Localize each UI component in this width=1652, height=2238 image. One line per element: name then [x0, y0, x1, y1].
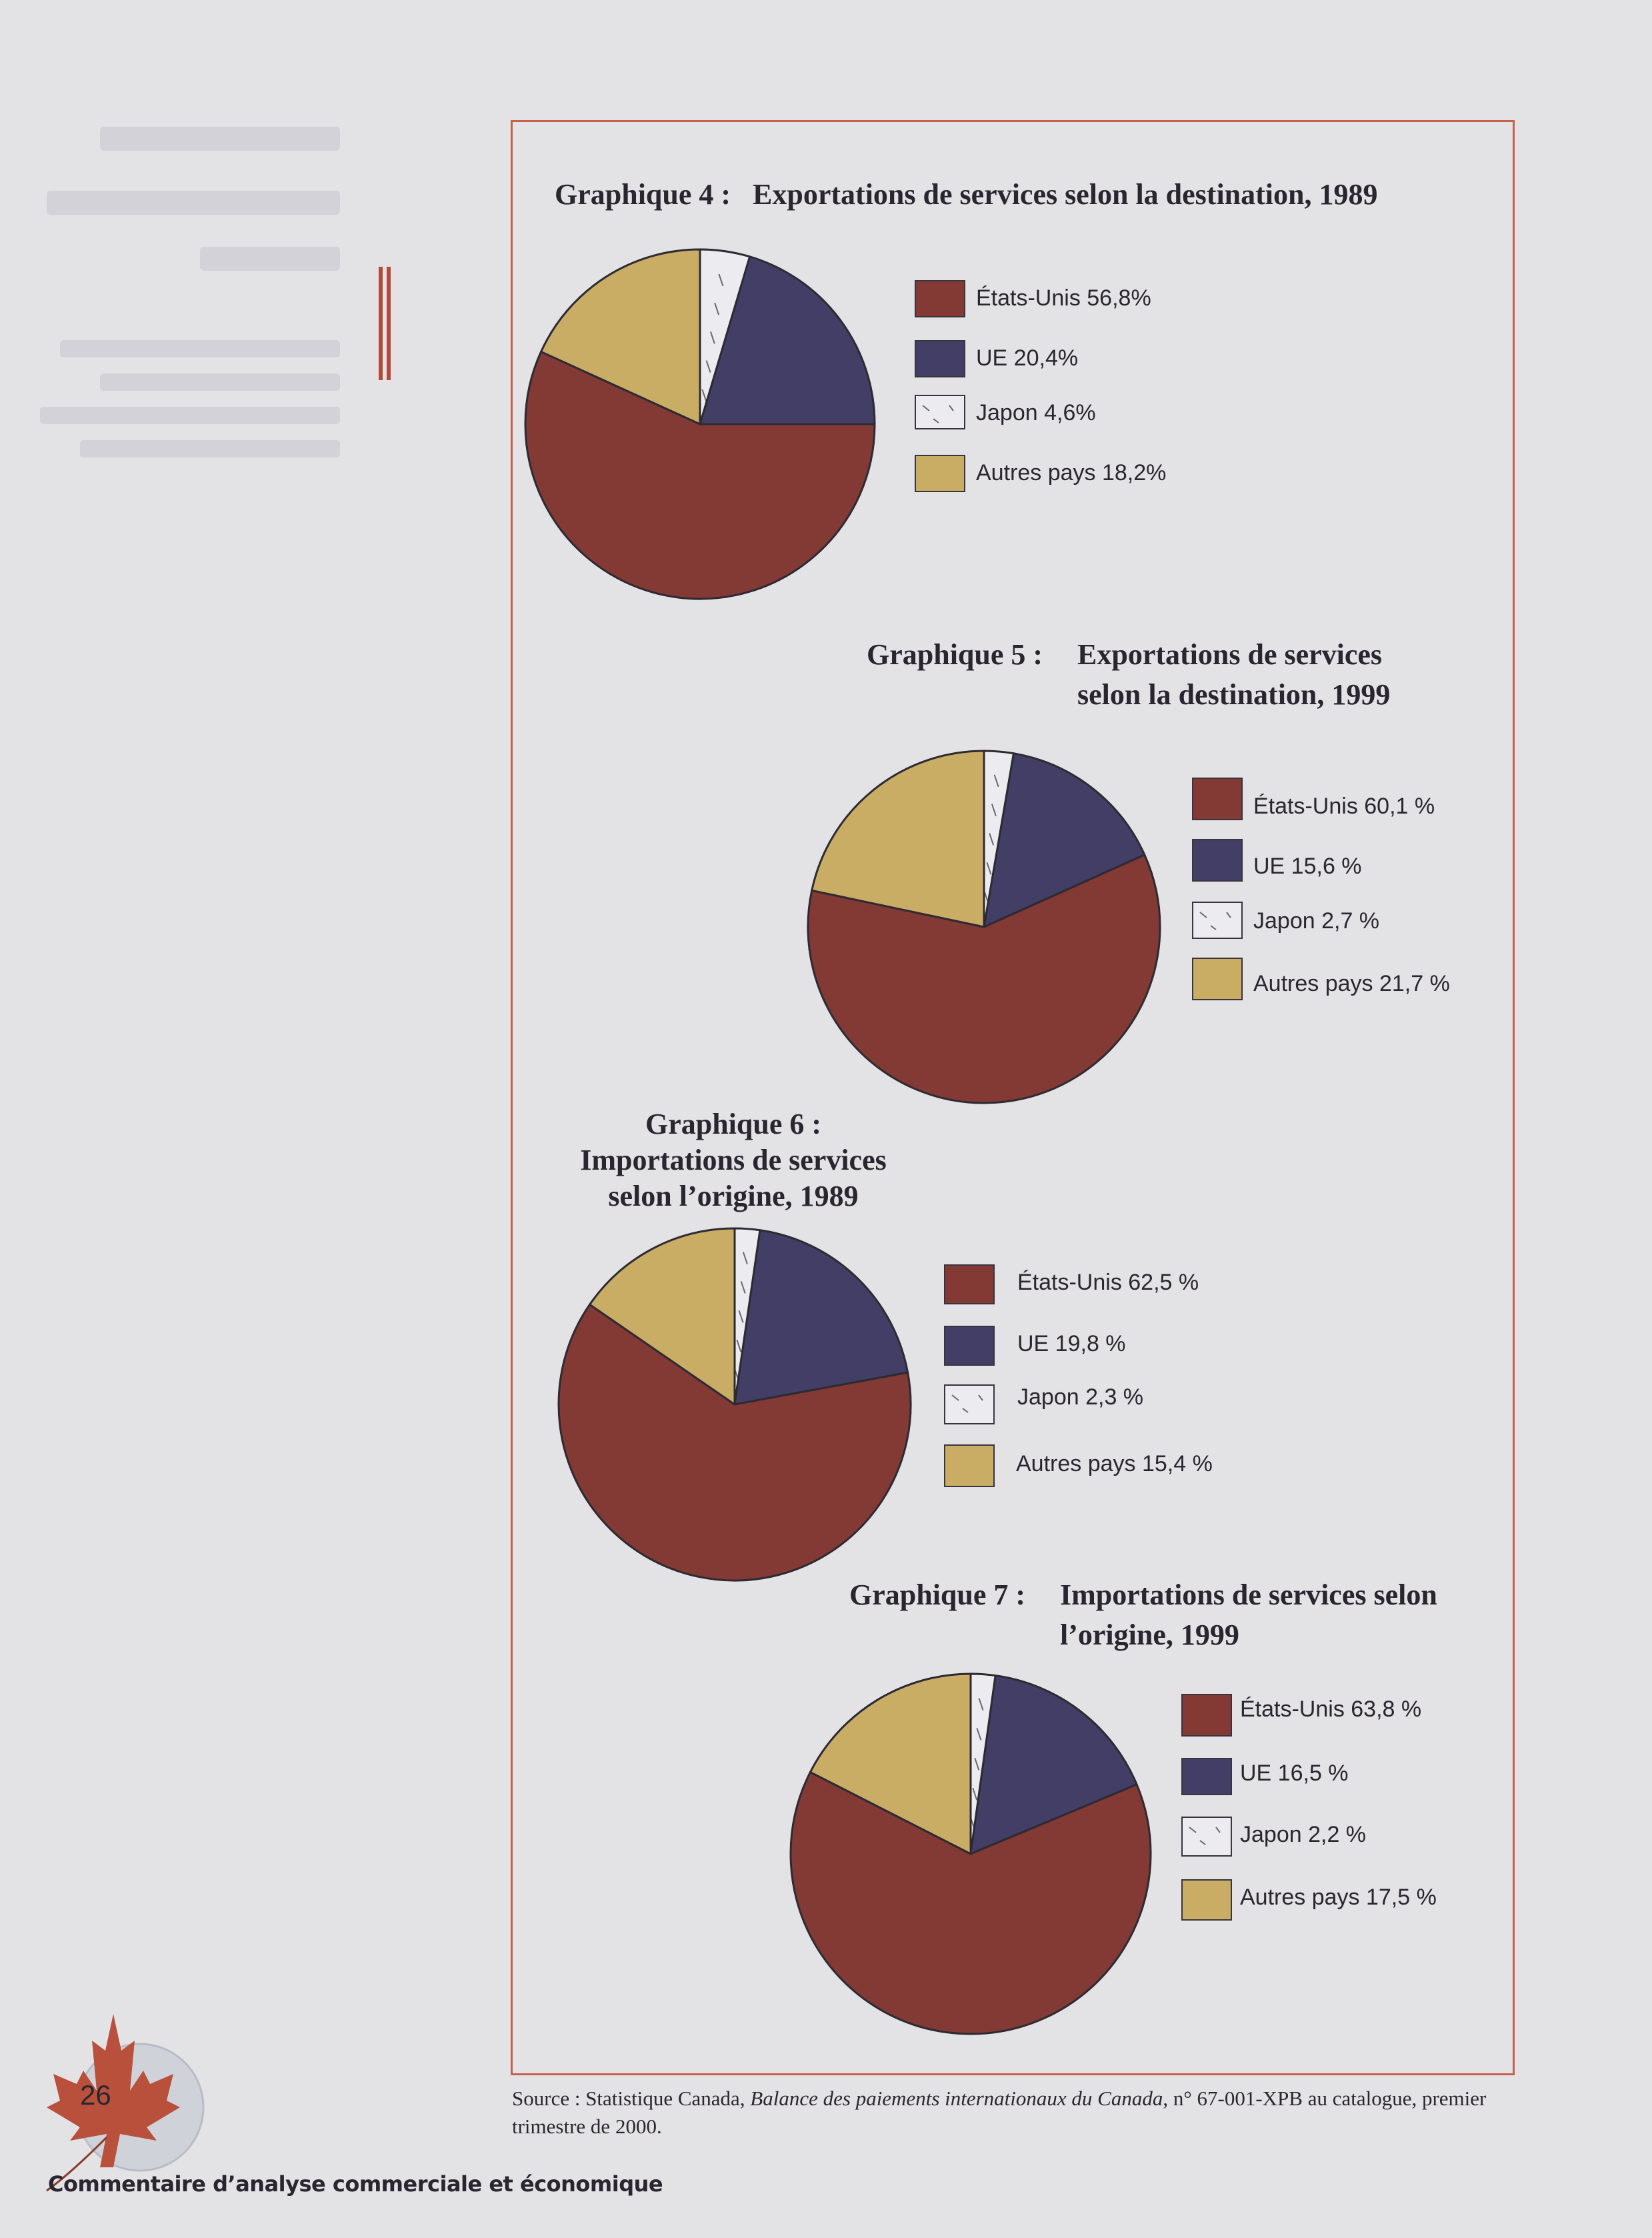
chart-6-title-line-2: selon l’origine, 1989	[608, 1180, 859, 1212]
swatch-japon	[1181, 1817, 1232, 1857]
pie-slice-autres	[809, 1672, 972, 1855]
swatch-ue	[1192, 839, 1243, 882]
swatch-etats-unis	[944, 1264, 995, 1304]
japon-hatch-mark	[714, 302, 720, 315]
swatch-autres	[915, 455, 965, 492]
swatch-ue	[1181, 1758, 1232, 1795]
swatch-etats-unis	[1181, 1694, 1232, 1737]
japon-hatch-mark	[972, 1787, 978, 1801]
swatch-autres	[944, 1444, 995, 1487]
swatch-japon	[1192, 902, 1243, 939]
pie-slice-etats-unis	[789, 1771, 1152, 2035]
legend-label: UE 19,8 %	[1017, 1331, 1126, 1356]
japon-hatch-mark	[701, 389, 707, 402]
pie-slice-autres	[540, 248, 701, 425]
japon-hatch-mark	[709, 331, 715, 344]
pie-slice-ue	[699, 255, 876, 425]
chart-7-title-line-1: Importations de services selon	[1060, 1578, 1437, 1611]
chart-5-legend: États-Unis 60,1 % UE 15,6 % Japon 2,7 % …	[1192, 778, 1499, 1004]
legend-label: UE 20,4%	[976, 345, 1079, 371]
legend-label: États-Unis 63,8 %	[1240, 1697, 1422, 1722]
chart-5-title: Graphique 5 : Exportations de services s…	[867, 635, 1390, 711]
swatch-etats-unis	[1192, 778, 1243, 820]
legend-label: États-Unis 56,8%	[976, 285, 1151, 311]
legend-label: Japon 2,3 %	[1017, 1384, 1144, 1410]
source-note: Source : Statistique Canada, Balance des…	[512, 2085, 1512, 2141]
legend-label: Autres pays 15,4 %	[1016, 1451, 1213, 1476]
source-suffix: , n° 67-001-XPB au catalogue, premier tr…	[512, 2087, 1487, 2138]
chart-4-title: Graphique 4 : Exportations de services s…	[555, 178, 1378, 211]
swatch-etats-unis	[915, 280, 965, 317]
japon-hatch-mark	[718, 273, 724, 287]
chart-5-pie	[807, 750, 1161, 1104]
swatch-autres	[1192, 958, 1243, 1000]
swatch-japon	[944, 1384, 995, 1424]
japon-hatch-mark	[974, 1758, 980, 1771]
legend-label: Japon 4,6%	[976, 400, 1096, 425]
legend-label: Autres pays 17,5 %	[1240, 1885, 1437, 1910]
chart-5-title-line-1: Exportations de services	[1077, 638, 1383, 671]
pie-slice-ue	[969, 1674, 1138, 1855]
pie-slice-ue	[733, 1229, 909, 1406]
chart-4-pie	[524, 248, 876, 600]
legend-label: Autres pays 21,7 %	[1253, 971, 1450, 996]
swatch-japon	[915, 395, 965, 429]
legend-label: Autres pays 18,2%	[976, 460, 1167, 485]
legend-label: États-Unis 60,1 %	[1253, 794, 1435, 819]
chart-6-pie	[557, 1227, 912, 1582]
chart-frame	[511, 120, 1515, 2075]
chart-6-title-line-1: Importations de services	[580, 1144, 887, 1176]
hatch-pattern-icon	[1189, 1827, 1221, 1845]
swatch-autres	[1181, 1879, 1232, 1921]
pie-slice-ue	[983, 752, 1146, 928]
pie-slice-autres	[811, 750, 985, 928]
japon-hatch-mark	[976, 1728, 982, 1741]
pie-slice-etats-unis	[557, 1303, 912, 1582]
japon-hatch-mark	[991, 804, 997, 816]
chart-7-title: Graphique 7 : Importations de services s…	[849, 1575, 1437, 1651]
pie-slice-autres	[589, 1227, 736, 1406]
japon-hatch-mark	[986, 862, 992, 875]
footer-title: Commentaire d’analyse commerciale et éco…	[48, 2171, 663, 2197]
chart-7-title-line-2: l’origine, 1999	[1060, 1618, 1239, 1651]
japon-hatch-mark	[705, 360, 711, 373]
japon-hatch-mark	[978, 1698, 984, 1711]
hatch-pattern-icon	[922, 405, 954, 423]
japon-hatch-mark	[740, 1281, 746, 1294]
red-accent-bars	[379, 267, 392, 380]
japon-hatch-mark	[989, 833, 995, 846]
legend-label: UE 15,6 %	[1253, 854, 1362, 879]
hatch-pattern-icon	[1199, 912, 1231, 930]
japon-hatch-mark	[742, 1252, 748, 1264]
legend-label: Japon 2,7 %	[1253, 908, 1380, 934]
pie-slice-etats-unis	[807, 854, 1161, 1104]
chart-4-legend: États-Unis 56,8% UE 20,4% Japon 4,6% Aut…	[915, 280, 1248, 500]
chart-6-legend: États-Unis 62,5 % UE 19,8 % Japon 2,3 % …	[944, 1264, 1251, 1491]
legend-label: Japon 2,2 %	[1240, 1822, 1367, 1847]
legend-label: UE 16,5 %	[1240, 1761, 1349, 1786]
chart-5-title-line-2: selon la destination, 1999	[1077, 678, 1391, 711]
swatch-ue	[944, 1326, 995, 1366]
source-prefix: Source : Statistique Canada,	[512, 2087, 751, 2110]
chart-7-legend: États-Unis 63,8 % UE 16,5 % Japon 2,2 % …	[1181, 1694, 1488, 1921]
hatch-pattern-icon	[951, 1394, 983, 1413]
chart-6-title: Graphique 6 : Importations de services s…	[533, 1104, 933, 1216]
chart-6-title-line-0: Graphique 6 :	[645, 1108, 822, 1140]
swatch-ue	[915, 340, 965, 377]
japon-hatch-mark	[736, 1339, 742, 1352]
chart-7-pie	[789, 1672, 1152, 2035]
japon-hatch-mark	[993, 774, 999, 788]
source-publication: Balance des paiements internationaux du …	[750, 2087, 1163, 2110]
pie-slice-etats-unis	[524, 350, 876, 600]
page-number: 26	[80, 2079, 111, 2111]
maple-leaf-globe-logo	[46, 2014, 205, 2192]
legend-label: États-Unis 62,5 %	[1017, 1270, 1199, 1295]
japon-hatch-mark	[738, 1310, 744, 1323]
